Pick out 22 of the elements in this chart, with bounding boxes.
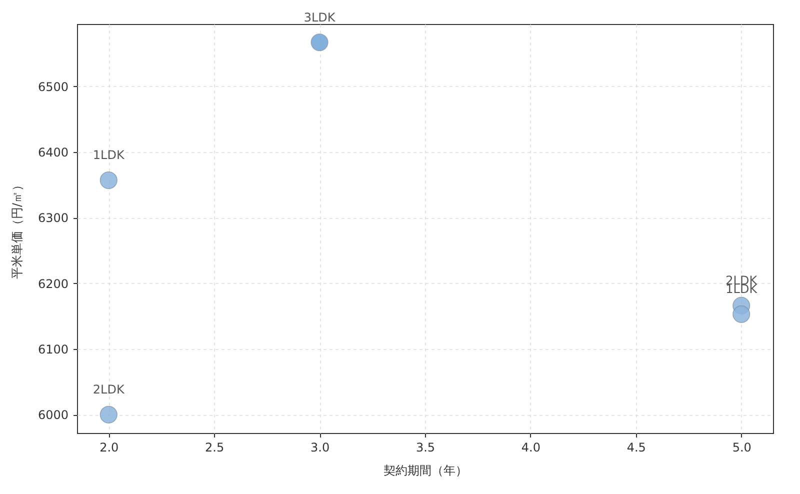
y-tick-label: 6400	[38, 146, 68, 160]
point	[732, 305, 750, 323]
x-axis-title: 契約期間（年）	[384, 464, 468, 478]
y-tick-label: 6200	[38, 276, 68, 291]
annotation: 1LDK	[92, 148, 126, 162]
x-tick-label: 3.0	[310, 440, 330, 454]
y-tick-label: 6500	[38, 80, 68, 94]
y-tick-label: 6100	[38, 342, 68, 356]
point	[310, 34, 328, 52]
y-tick-label: 6000	[38, 408, 68, 422]
annotation: 2LDK	[92, 382, 126, 397]
y-tick-label: 6300	[38, 211, 68, 226]
x-tick-label: 4.0	[521, 440, 540, 454]
x-tick-label: 2.5	[205, 440, 224, 454]
x-tick-label: 4.5	[626, 440, 646, 454]
point	[100, 171, 118, 189]
y-axis-title: 平米単価（円/㎡）	[10, 178, 24, 280]
x-tick-label: 5.0	[732, 440, 752, 454]
annotation: 3LDK	[304, 10, 336, 24]
x-tick-label: 2.0	[100, 440, 119, 454]
x-tick-label: 3.5	[416, 440, 436, 454]
point	[100, 406, 118, 424]
